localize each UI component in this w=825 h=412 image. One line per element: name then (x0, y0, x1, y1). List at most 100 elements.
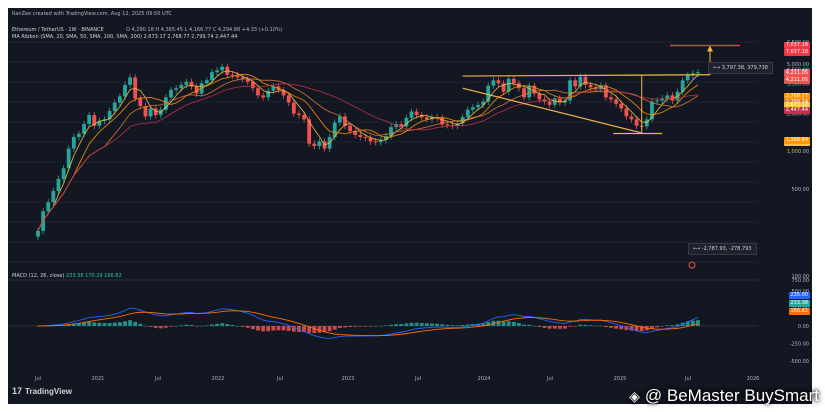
range-icon: ⟷ (693, 246, 702, 252)
macd-histogram-bar (394, 324, 399, 326)
resistance-line (462, 74, 711, 77)
ma-line-2 (37, 73, 699, 232)
candle-body (470, 107, 475, 110)
macd-tick-label: -250.00 (790, 342, 809, 348)
drop-range-label: ⟷ -2,787.93, -278,793 (688, 243, 757, 255)
price-tick-label: 2,000.00 (787, 112, 809, 118)
tradingview-logo: 17 TradingView (12, 386, 72, 396)
candle-body (215, 70, 219, 73)
candle-body (378, 139, 383, 143)
price-badge: 2,447.44 (783, 106, 810, 114)
macd-histogram-bar (517, 322, 521, 326)
macd-badge: 233.38 (788, 300, 810, 307)
candle-body (138, 98, 143, 107)
macd-histogram-bar (629, 326, 634, 331)
macd-histogram-bar (235, 325, 240, 327)
time-tick-label: Jul (684, 376, 691, 382)
macd-tick-label: -500.00 (790, 359, 809, 365)
macd-histogram-bar (578, 324, 583, 326)
macd-histogram-bar (419, 322, 424, 326)
signal-line (37, 310, 699, 337)
macd-histogram-bar (445, 324, 450, 326)
macd-histogram-bar (440, 324, 445, 326)
macd-histogram-bar (378, 325, 383, 327)
candle-body (655, 100, 659, 102)
candle-body (302, 115, 306, 120)
macd-histogram-bar (133, 321, 138, 326)
macd-tick-label: 0.00 (798, 324, 809, 330)
macd-histogram-bar (204, 325, 209, 326)
time-tick-label: Jul (414, 376, 421, 382)
price-badge: 4,211.05 (783, 77, 810, 85)
macd-histogram-bar (384, 325, 388, 327)
macd-histogram-bar (404, 323, 409, 326)
candle-body (568, 80, 572, 101)
macd-histogram-bar (486, 322, 491, 326)
watermark: ◈ @ BeMaster BuySmart (629, 386, 819, 406)
candle-body (133, 77, 138, 99)
candle-body (189, 81, 194, 87)
watermark-text: @ BeMaster BuySmart (644, 386, 819, 405)
candle-body (194, 86, 199, 94)
ma-ribbon-legend[interactable]: MA Ribbon (SMA, 20, SMA, 50, SMA, 100, S… (12, 34, 238, 40)
macd-histogram-bar (102, 323, 107, 326)
macd-histogram-bar (430, 323, 434, 326)
candle-body (266, 90, 271, 98)
macd-histogram-bar (424, 323, 429, 326)
candle-body (97, 120, 102, 126)
candle-body (650, 101, 654, 120)
macd-histogram-bar (588, 325, 593, 326)
drop-range-text: -2,787.93, -278,793 (701, 246, 752, 252)
macd-histogram-bar (107, 322, 112, 326)
candle-body (117, 96, 122, 103)
candle-body (92, 115, 97, 126)
macd-histogram-bar (358, 326, 363, 327)
macd-histogram-bar (337, 326, 342, 329)
candle-body (629, 116, 634, 120)
candle-body (220, 66, 225, 71)
candle-body (61, 168, 66, 179)
price-badge: 2,768.77 (783, 93, 810, 100)
macd-histogram-bar (501, 321, 506, 326)
macd-histogram-bar (220, 323, 225, 326)
macd-histogram-bar (568, 326, 572, 327)
macd-legend[interactable]: MACD (12, 26, close) (12, 273, 65, 279)
candle-body (87, 115, 92, 125)
candle-body (557, 98, 562, 103)
candle-body (486, 85, 491, 102)
macd-histogram-bar (143, 325, 148, 327)
candle-body (578, 76, 583, 87)
macd-histogram-bar (312, 326, 317, 334)
candle-body (128, 77, 132, 85)
candle-body (337, 116, 342, 123)
candle-body (522, 88, 526, 98)
macd-histogram-bar (696, 320, 700, 326)
macd-histogram-bar (117, 322, 122, 326)
macd-histogram-bar (655, 326, 659, 328)
symbol-title[interactable]: Ethereum / TetherUS · 1W · BINANCE (12, 27, 104, 33)
candle-body (245, 78, 250, 82)
macd-badge: 235.00 (788, 292, 810, 299)
candle-body (271, 86, 276, 91)
candle-body (588, 84, 593, 88)
candle-body (291, 102, 296, 114)
macd-histogram-bar (399, 323, 404, 326)
macd-histogram-bar (348, 326, 352, 327)
candle-body (317, 141, 322, 147)
macd-histogram-bar (199, 325, 204, 327)
candle-body (384, 136, 388, 140)
candle-body (71, 136, 76, 149)
macd-values: 233.38 170.29 166.82 (66, 273, 122, 279)
macd-histogram-bar (164, 326, 168, 328)
macd-histogram-bar (665, 325, 670, 326)
macd-histogram-bar (414, 322, 419, 326)
candle-body (583, 76, 588, 85)
price-tick-label: 750.00 (792, 278, 810, 284)
macd-histogram-bar (210, 324, 214, 326)
ohlc-readout: O 4,290.18 H 4,365.45 L 4,166.77 C 4,294… (126, 27, 283, 33)
candle-body (614, 99, 619, 104)
macd-histogram-bar (506, 321, 511, 326)
credit-line: RanZee created with TradingView.com, Aug… (12, 11, 172, 17)
candle-body (389, 127, 393, 137)
candle-body (174, 88, 179, 90)
